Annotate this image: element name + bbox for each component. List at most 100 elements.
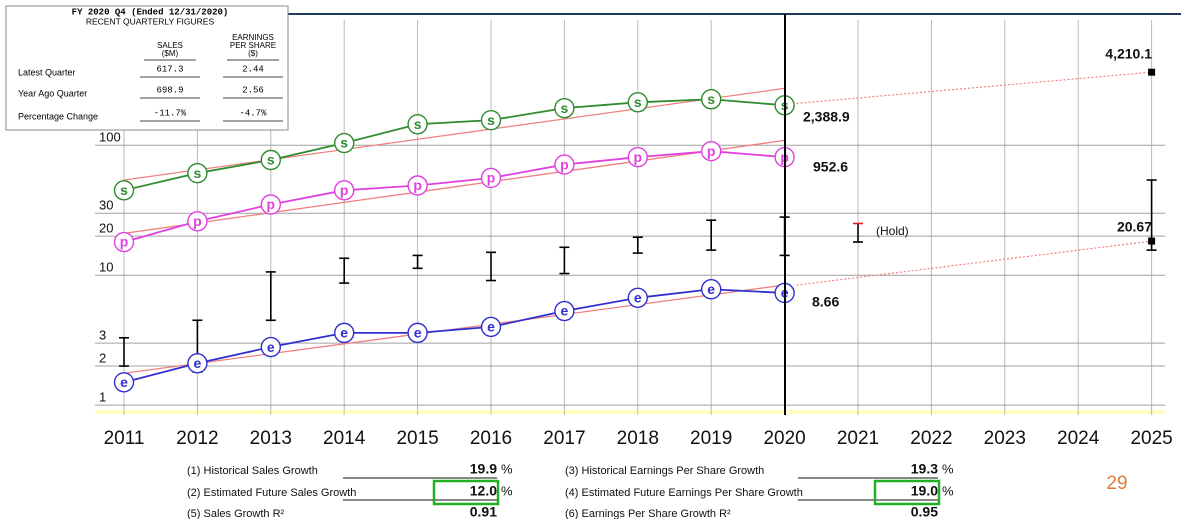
series-point [480, 316, 502, 338]
stat-label: (5) Sales Growth R² [187, 508, 285, 519]
series-point [187, 353, 208, 374]
series-point [701, 279, 722, 300]
y-tick-label: 1 [99, 390, 106, 405]
x-tick-label: 2023 [984, 428, 1026, 449]
series-point [480, 167, 502, 189]
x-tick-label: 2016 [470, 428, 512, 449]
point-letter: p [120, 234, 129, 250]
series-point [407, 114, 428, 135]
y-tick-label: 2 [99, 350, 106, 365]
y-tick-label: 20 [99, 221, 113, 236]
cell: 2.56 [242, 85, 264, 95]
point-letter: e [340, 325, 348, 341]
point-letter: e [194, 355, 202, 371]
point-letter: s [707, 91, 715, 107]
series-point [407, 175, 428, 196]
stat-value: 0.91 [470, 504, 497, 519]
point-letter: e [487, 319, 495, 335]
series-point [260, 336, 281, 358]
x-tick-label: 2011 [104, 428, 145, 449]
stat-value: 19.9 [470, 461, 497, 477]
series-point [701, 89, 722, 110]
trend-line [123, 87, 785, 181]
x-tick-label: 2017 [543, 428, 585, 449]
series-point [627, 287, 648, 309]
x-tick-label: 2015 [396, 428, 438, 449]
point-letter: s [634, 94, 642, 110]
series-point [113, 372, 135, 393]
point-letter: p [267, 196, 276, 212]
point-letter: p [634, 149, 643, 165]
annotation: 4,210.1 [1105, 46, 1152, 62]
series-line [123, 98, 785, 192]
point-letter: s [487, 112, 495, 128]
series-point [187, 211, 208, 232]
axis-band [95, 410, 1165, 414]
column-header: PER SHARE [230, 41, 276, 50]
series-point [187, 162, 208, 184]
point-letter: s [267, 152, 275, 168]
series-line [123, 288, 785, 384]
point-letter: s [340, 135, 348, 151]
y-tick-label: 100 [99, 130, 121, 145]
stat-unit: % [942, 461, 954, 476]
projection-marker [1148, 68, 1156, 76]
point-letter: p [707, 143, 716, 159]
x-tick-label: 2024 [1057, 428, 1100, 449]
y-tick-label: 3 [99, 328, 106, 343]
inset-subtitle: RECENT QUARTERLY FIGURES [86, 16, 215, 26]
x-tick-label: 2022 [910, 428, 952, 449]
point-letter: s [194, 165, 202, 181]
cell: 698.9 [156, 85, 183, 95]
series-line [123, 150, 785, 243]
inset-title: FY 2020 Q4 (Ended 12/31/2020) [72, 7, 229, 17]
plot: ssssssssssppppppppppeeeeeeeeee2,388.9952… [113, 46, 1157, 393]
annotation: 2,388.9 [803, 109, 850, 125]
point-letter: e [120, 374, 128, 390]
point-letter: e [707, 281, 715, 297]
growth-stats: (1) Historical Sales Growth 19.9 % (2) Esti… [187, 461, 954, 519]
point-letter: p [560, 156, 569, 172]
stat-label: (6) Earnings Per Share Growth R² [565, 508, 731, 519]
stat-value: 19.3 [911, 461, 938, 477]
series-point [480, 109, 502, 131]
series-point [334, 132, 355, 154]
cell: 617.3 [156, 64, 183, 74]
point-letter: s [561, 100, 569, 116]
stat-label: (1) Historical Sales Growth [187, 465, 318, 477]
cell: -4.7% [239, 108, 267, 118]
point-letter: e [267, 339, 275, 355]
point-letter: p [340, 182, 349, 198]
point-letter: p [413, 177, 422, 193]
series-point [260, 149, 281, 171]
stat-label: (3) Historical Earnings Per Share Growth [565, 465, 764, 477]
series-point [113, 231, 135, 253]
series-point [334, 322, 355, 344]
series-point [554, 97, 575, 119]
stat-label: (2) Estimated Future Sales Growth [187, 487, 356, 499]
point-letter: e [414, 325, 422, 341]
series-point [701, 140, 722, 162]
trend-line [123, 139, 785, 234]
point-letter: e [634, 290, 642, 306]
x-tick-label: 2019 [690, 428, 732, 449]
stat-value: 0.95 [911, 504, 938, 519]
x-tick-label: 2014 [323, 428, 366, 449]
stat-value: 19.0 [911, 483, 938, 499]
point-letter: p [193, 213, 202, 229]
cell: 2.44 [242, 64, 264, 74]
stat-label: (4) Estimated Future Earnings Per Share … [565, 487, 803, 499]
row-label: Year Ago Quarter [18, 88, 87, 98]
cell: -11.7% [154, 108, 187, 118]
x-tick-label: 2020 [763, 428, 805, 449]
series-point [334, 180, 355, 201]
series-point [554, 154, 575, 175]
x-tick-label: 2025 [1130, 428, 1172, 449]
page-number: 29 [1106, 473, 1127, 494]
annotation: 952.6 [813, 159, 848, 175]
point-letter: e [561, 303, 569, 319]
series-point [407, 322, 428, 344]
column-header: ($) [248, 49, 258, 58]
x-tick-label: 2013 [250, 428, 292, 449]
